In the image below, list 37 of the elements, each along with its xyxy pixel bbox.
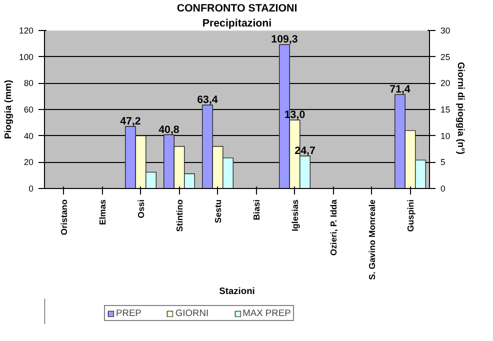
x-tick-label: Stintino <box>174 199 184 232</box>
data-label: 109,3 <box>271 34 298 46</box>
legend-label: PREP <box>116 308 142 318</box>
x-tick-label: Oristano <box>58 200 69 236</box>
x-tick-label: S. Gavino Monreale <box>366 199 377 280</box>
x-tick-label: Elmas <box>97 199 108 226</box>
y-tick-label: 40 <box>24 130 34 141</box>
chart-subtitle: Precipitazioni <box>202 18 272 30</box>
x-tick-label: Biasi <box>251 199 262 220</box>
y2-tick-label: 20 <box>440 78 450 88</box>
x-tick-label: Ozieri, P. Idda <box>328 199 338 256</box>
x-tick-label: Guspini <box>405 199 416 232</box>
data-label: 71,4 <box>390 83 410 96</box>
y2-tick-label: 0 <box>440 184 446 194</box>
y2-tick-label: 30 <box>440 26 450 36</box>
y2-tick-label: 5 <box>440 157 446 168</box>
x-tick-label: Ossi <box>136 199 146 218</box>
chart-title: CONFRONTO STAZIONI <box>176 2 298 14</box>
y2-tick-label: 15 <box>440 104 450 114</box>
y-tick-label: 0 <box>28 184 34 194</box>
legend-label: GIORNI <box>175 308 209 318</box>
data-label: 40,8 <box>158 124 180 136</box>
legend-label: MAX PREP <box>242 308 291 318</box>
y-tick-label: 80 <box>24 78 34 88</box>
x-tick-label: Iglesias <box>290 199 300 232</box>
y-tick-label: 20 <box>24 157 34 168</box>
y-axis-title: Pioggia (mm) <box>3 80 14 140</box>
y2-tick-label: 10 <box>440 130 450 141</box>
data-label: 63,4 <box>197 94 218 106</box>
x-axis-title: Stazioni <box>219 286 255 296</box>
x-tick-label: Sestu <box>212 199 223 224</box>
data-label: 47,2 <box>120 115 141 128</box>
y-tick-label: 100 <box>19 52 34 62</box>
y-tick-label: 120 <box>19 26 34 36</box>
y-tick-label: 60 <box>24 104 34 114</box>
y2-tick-label: 25 <box>440 52 450 62</box>
y2-axis-title: Giorni di pioggia (n°) <box>456 62 466 154</box>
